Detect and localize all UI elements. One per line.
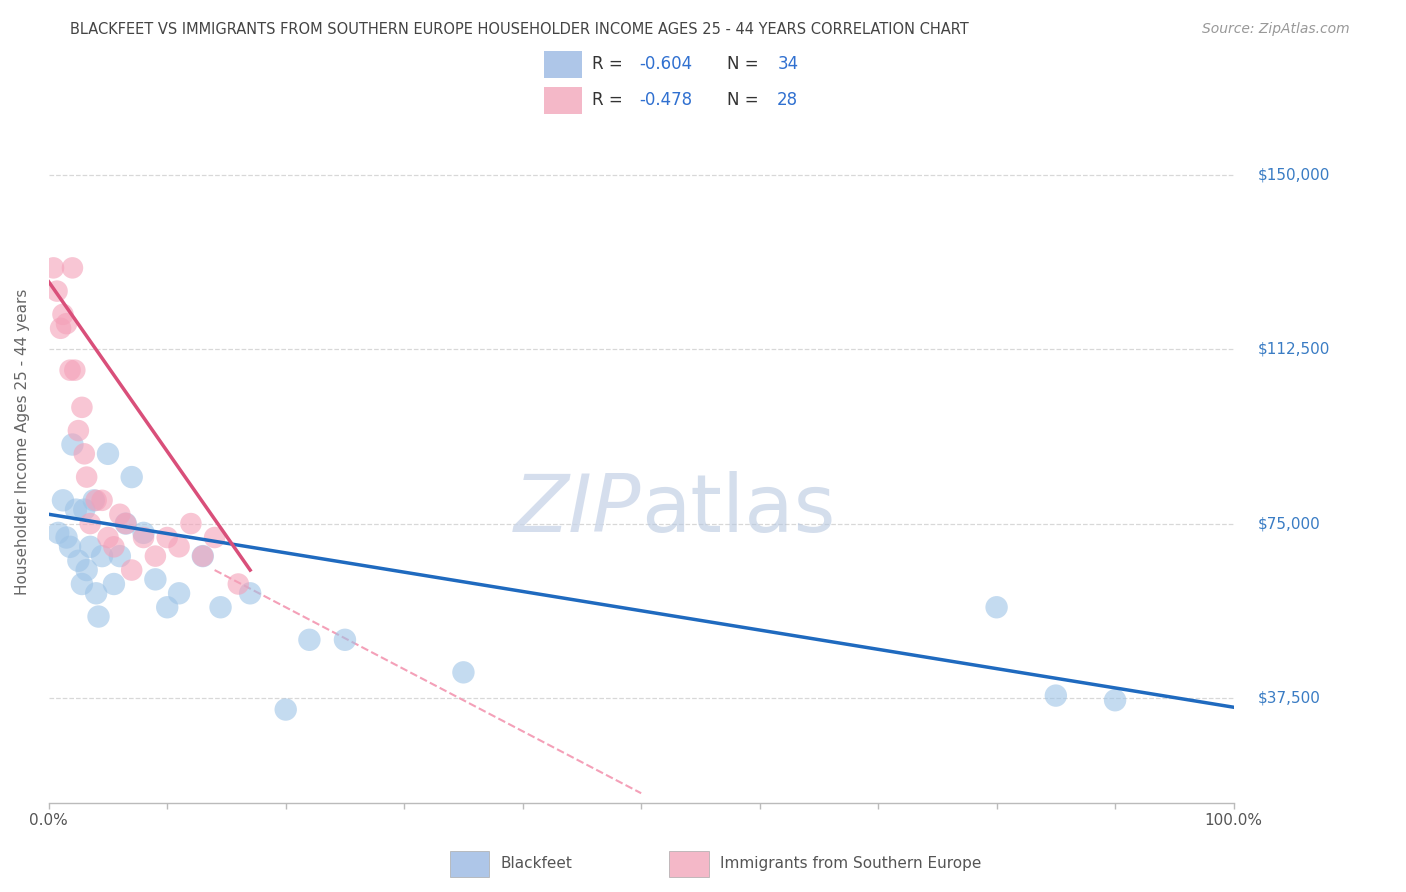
Point — [986, 600, 1008, 615]
Point — [1045, 689, 1067, 703]
Text: $150,000: $150,000 — [1257, 168, 1330, 182]
Point — [76, 563, 98, 577]
Point — [97, 447, 120, 461]
Point — [73, 447, 96, 461]
Point — [180, 516, 202, 531]
Text: N =: N = — [727, 55, 763, 73]
Point — [55, 317, 77, 331]
Point — [91, 493, 114, 508]
FancyBboxPatch shape — [450, 851, 489, 877]
Point — [209, 600, 232, 615]
Text: $75,000: $75,000 — [1257, 516, 1320, 531]
Point — [59, 540, 82, 554]
Point — [114, 516, 136, 531]
Point — [239, 586, 262, 600]
Point — [46, 525, 69, 540]
Point — [145, 549, 167, 563]
Text: BLACKFEET VS IMMIGRANTS FROM SOUTHERN EUROPE HOUSEHOLDER INCOME AGES 25 - 44 YEA: BLACKFEET VS IMMIGRANTS FROM SOUTHERN EU… — [70, 22, 969, 37]
Point — [114, 516, 136, 531]
Text: -0.478: -0.478 — [638, 91, 692, 109]
Text: $37,500: $37,500 — [1257, 690, 1320, 706]
Point — [42, 260, 65, 275]
Point — [103, 540, 125, 554]
FancyBboxPatch shape — [544, 51, 582, 78]
Point — [145, 573, 167, 587]
FancyBboxPatch shape — [669, 851, 709, 877]
Point — [156, 600, 179, 615]
Point — [156, 531, 179, 545]
Text: Source: ZipAtlas.com: Source: ZipAtlas.com — [1202, 22, 1350, 37]
Point — [228, 577, 250, 591]
Point — [59, 363, 82, 377]
Point — [84, 493, 107, 508]
Point — [87, 609, 110, 624]
Point — [65, 502, 87, 516]
Text: 34: 34 — [778, 55, 799, 73]
Point — [1104, 693, 1126, 707]
Point — [191, 549, 214, 563]
Point — [46, 284, 69, 298]
Point — [79, 516, 101, 531]
Point — [67, 554, 90, 568]
Point — [453, 665, 475, 680]
Point — [204, 531, 226, 545]
Text: 28: 28 — [778, 91, 799, 109]
Point — [108, 508, 131, 522]
Text: -0.604: -0.604 — [638, 55, 692, 73]
Text: $112,500: $112,500 — [1257, 342, 1330, 357]
Point — [49, 321, 72, 335]
Point — [63, 363, 86, 377]
Text: N =: N = — [727, 91, 763, 109]
Point — [333, 632, 356, 647]
Point — [70, 577, 93, 591]
Point — [121, 563, 143, 577]
Point — [191, 549, 214, 563]
Point — [121, 470, 143, 484]
Point — [84, 586, 107, 600]
Point — [132, 531, 155, 545]
Text: R =: R = — [592, 91, 627, 109]
Point — [274, 702, 297, 716]
Text: Immigrants from Southern Europe: Immigrants from Southern Europe — [720, 855, 981, 871]
Point — [76, 470, 98, 484]
Point — [103, 577, 125, 591]
Point — [52, 307, 75, 321]
Y-axis label: Householder Income Ages 25 - 44 years: Householder Income Ages 25 - 44 years — [15, 289, 30, 595]
Text: ZIP: ZIP — [513, 471, 641, 549]
Point — [62, 260, 84, 275]
Point — [167, 586, 190, 600]
FancyBboxPatch shape — [544, 87, 582, 114]
Point — [67, 424, 90, 438]
Point — [97, 531, 120, 545]
Text: Blackfeet: Blackfeet — [501, 855, 572, 871]
Text: R =: R = — [592, 55, 627, 73]
Point — [52, 493, 75, 508]
Point — [91, 549, 114, 563]
Point — [79, 540, 101, 554]
Point — [62, 437, 84, 451]
Point — [73, 502, 96, 516]
Point — [70, 401, 93, 415]
Text: atlas: atlas — [641, 471, 835, 549]
Point — [167, 540, 190, 554]
Point — [298, 632, 321, 647]
Point — [83, 493, 105, 508]
Point — [108, 549, 131, 563]
Point — [55, 531, 77, 545]
Point — [132, 525, 155, 540]
